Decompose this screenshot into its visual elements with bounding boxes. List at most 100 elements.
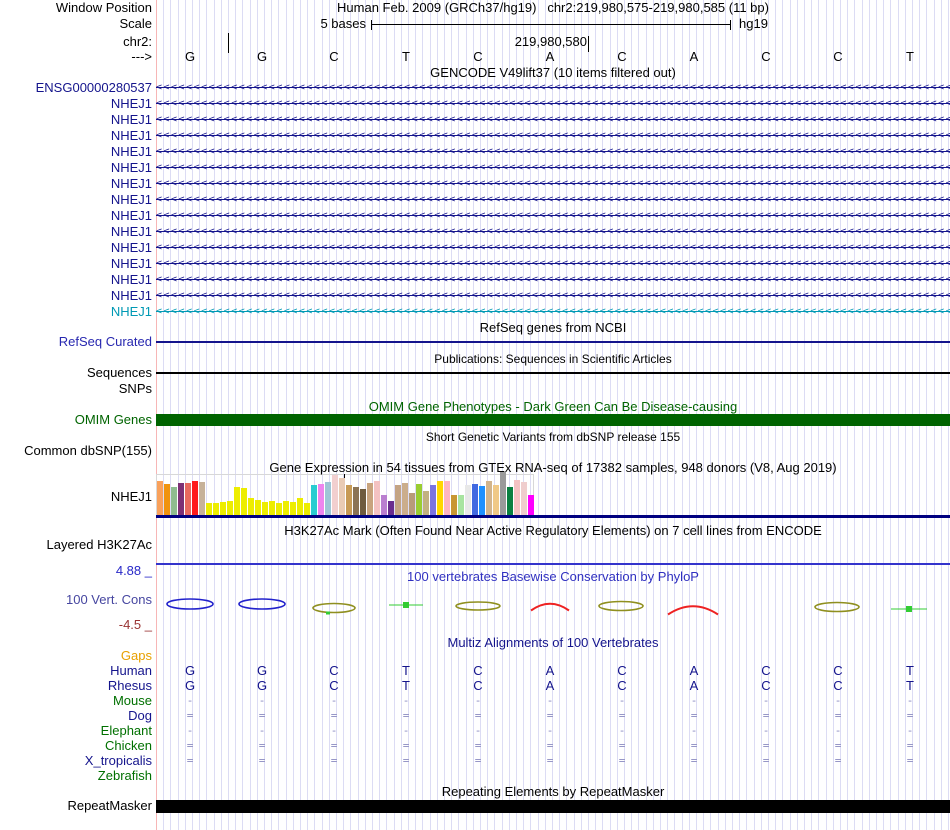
gtex-tissue-bar[interactable] [528, 495, 534, 515]
gtex-tissue-bar[interactable] [339, 478, 345, 515]
base-letter[interactable]: T [906, 49, 914, 64]
base-letter[interactable]: C [833, 49, 843, 64]
gtex-tissue-bar[interactable] [507, 487, 513, 515]
phylop-arc-glyph[interactable] [529, 597, 571, 615]
gtex-tissue-bar[interactable] [374, 481, 380, 515]
gtex-tissue-bar[interactable] [479, 486, 485, 515]
gtex-tissue-bar[interactable] [213, 503, 219, 515]
multiz-species-label[interactable]: X_tropicalis [84, 753, 152, 768]
gtex-tissue-bar[interactable] [500, 472, 506, 515]
gtex-tissue-bar[interactable] [255, 500, 261, 515]
gene-label[interactable]: NHEJ1 [110, 240, 152, 255]
gene-label[interactable]: NHEJ1 [110, 224, 152, 239]
gene-model-row[interactable]: <<<<<<<<<<<<<<<<<<<<<<<<<<<<<<<<<<<<<<<<… [156, 256, 950, 272]
base-letter[interactable]: C [617, 49, 627, 64]
gtex-tissue-bar[interactable] [472, 484, 478, 515]
gene-model-row[interactable]: <<<<<<<<<<<<<<<<<<<<<<<<<<<<<<<<<<<<<<<<… [156, 272, 950, 288]
h3k27ac-track-line[interactable] [156, 563, 950, 565]
gene-label[interactable]: NHEJ1 [110, 160, 152, 175]
base-letter[interactable]: C [329, 49, 339, 64]
multiz-species-label[interactable]: Rhesus [107, 678, 152, 693]
gene-model-row[interactable]: <<<<<<<<<<<<<<<<<<<<<<<<<<<<<<<<<<<<<<<<… [156, 176, 950, 192]
phylop-lens-glyph[interactable] [238, 595, 286, 613]
multiz-species-label[interactable]: Zebrafish [97, 768, 152, 783]
gene-label[interactable]: NHEJ1 [110, 256, 152, 271]
multiz-species-label[interactable]: Chicken [105, 738, 152, 753]
base-letter[interactable]: C [761, 49, 771, 64]
gtex-tissue-bar[interactable] [465, 485, 471, 515]
gtex-tissue-bar[interactable] [458, 495, 464, 515]
multiz-species-label[interactable]: Gaps [120, 648, 152, 663]
multiz-species-label[interactable]: Human [110, 663, 152, 678]
gtex-tissue-bar[interactable] [227, 501, 233, 515]
gtex-tissue-bar[interactable] [262, 502, 268, 515]
gtex-tissue-bar[interactable] [171, 487, 177, 515]
gtex-tissue-bar[interactable] [353, 487, 359, 515]
base-letter[interactable]: G [256, 49, 268, 64]
gtex-tissue-bar[interactable] [220, 502, 226, 515]
gtex-tissue-bar[interactable] [402, 483, 408, 515]
gene-label[interactable]: NHEJ1 [110, 144, 152, 159]
gene-label[interactable]: NHEJ1 [110, 128, 152, 143]
base-letter[interactable]: A [689, 49, 699, 64]
gene-label[interactable]: NHEJ1 [110, 304, 152, 319]
gene-model-row[interactable]: <<<<<<<<<<<<<<<<<<<<<<<<<<<<<<<<<<<<<<<<… [156, 304, 950, 320]
gene-model-row[interactable]: <<<<<<<<<<<<<<<<<<<<<<<<<<<<<<<<<<<<<<<<… [156, 112, 950, 128]
gtex-tissue-bar[interactable] [416, 484, 422, 515]
gene-model-row[interactable]: <<<<<<<<<<<<<<<<<<<<<<<<<<<<<<<<<<<<<<<<… [156, 192, 950, 208]
gene-model-row[interactable]: <<<<<<<<<<<<<<<<<<<<<<<<<<<<<<<<<<<<<<<<… [156, 160, 950, 176]
phylop-lens-glyph[interactable] [166, 595, 214, 613]
gtex-tissue-bar[interactable] [360, 489, 366, 515]
gene-model-row[interactable]: <<<<<<<<<<<<<<<<<<<<<<<<<<<<<<<<<<<<<<<<… [156, 240, 950, 256]
common-dbsnp-label[interactable]: Common dbSNP(155) [24, 443, 152, 458]
gtex-tissue-bar[interactable] [234, 487, 240, 515]
base-letter[interactable]: C [473, 49, 483, 64]
base-letter[interactable]: G [184, 49, 196, 64]
phylop-lens-glyph[interactable] [455, 597, 501, 615]
gtex-tissue-bar[interactable] [178, 483, 184, 515]
multiz-species-label[interactable]: Elephant [100, 723, 152, 738]
refseq-curated-label[interactable]: RefSeq Curated [58, 334, 152, 349]
gtex-gene-label[interactable]: NHEJ1 [110, 489, 152, 504]
gene-model-row[interactable]: <<<<<<<<<<<<<<<<<<<<<<<<<<<<<<<<<<<<<<<<… [156, 128, 950, 144]
base-letter[interactable]: A [545, 49, 555, 64]
gene-model-row[interactable]: <<<<<<<<<<<<<<<<<<<<<<<<<<<<<<<<<<<<<<<<… [156, 96, 950, 112]
gtex-tissue-bar[interactable] [388, 501, 394, 515]
gene-model-row[interactable]: <<<<<<<<<<<<<<<<<<<<<<<<<<<<<<<<<<<<<<<<… [156, 224, 950, 240]
multiz-species-label[interactable]: Mouse [112, 693, 152, 708]
phylop-dot-glyph[interactable] [389, 596, 423, 614]
omim-genes-label[interactable]: OMIM Genes [74, 412, 152, 427]
phylop-arc-glyph[interactable] [666, 600, 720, 618]
gtex-tissue-bar[interactable] [276, 503, 282, 515]
gtex-tissue-bar[interactable] [206, 503, 212, 515]
gtex-tissue-bar[interactable] [493, 485, 499, 515]
gtex-tissue-bar[interactable] [367, 483, 373, 515]
multiz-species-label[interactable]: Dog [128, 708, 152, 723]
gene-model-row[interactable]: <<<<<<<<<<<<<<<<<<<<<<<<<<<<<<<<<<<<<<<<… [156, 288, 950, 304]
sequences-track-line[interactable] [156, 372, 950, 374]
gene-label[interactable]: NHEJ1 [110, 96, 152, 111]
snps-label[interactable]: SNPs [118, 381, 152, 396]
gtex-tissue-bar[interactable] [283, 501, 289, 515]
gtex-tissue-bar[interactable] [192, 481, 198, 515]
phylop-lens-glyph[interactable] [598, 597, 644, 615]
gtex-tissue-bar[interactable] [157, 481, 163, 515]
gtex-tissue-bar[interactable] [248, 498, 254, 515]
phylop-lens-glyph[interactable] [814, 598, 860, 616]
gtex-tissue-bar[interactable] [423, 491, 429, 515]
gtex-tissue-bar[interactable] [269, 501, 275, 515]
repeatmasker-label[interactable]: RepeatMasker [67, 798, 152, 813]
gene-model-row[interactable]: <<<<<<<<<<<<<<<<<<<<<<<<<<<<<<<<<<<<<<<<… [156, 144, 950, 160]
layered-h3k27ac-label[interactable]: Layered H3K27Ac [46, 537, 152, 552]
gene-model-row[interactable]: <<<<<<<<<<<<<<<<<<<<<<<<<<<<<<<<<<<<<<<<… [156, 208, 950, 224]
sequences-label[interactable]: Sequences [86, 365, 152, 380]
gtex-tissue-bar[interactable] [444, 481, 450, 515]
gtex-tissue-bar[interactable] [437, 481, 443, 515]
gene-label[interactable]: NHEJ1 [110, 208, 152, 223]
gtex-tissue-bar[interactable] [297, 498, 303, 515]
base-letter[interactable]: T [402, 49, 410, 64]
gtex-tissue-bar[interactable] [290, 502, 296, 515]
gene-label[interactable]: NHEJ1 [110, 192, 152, 207]
gtex-tissue-bar[interactable] [332, 475, 338, 515]
gtex-tissue-bar[interactable] [185, 483, 191, 515]
